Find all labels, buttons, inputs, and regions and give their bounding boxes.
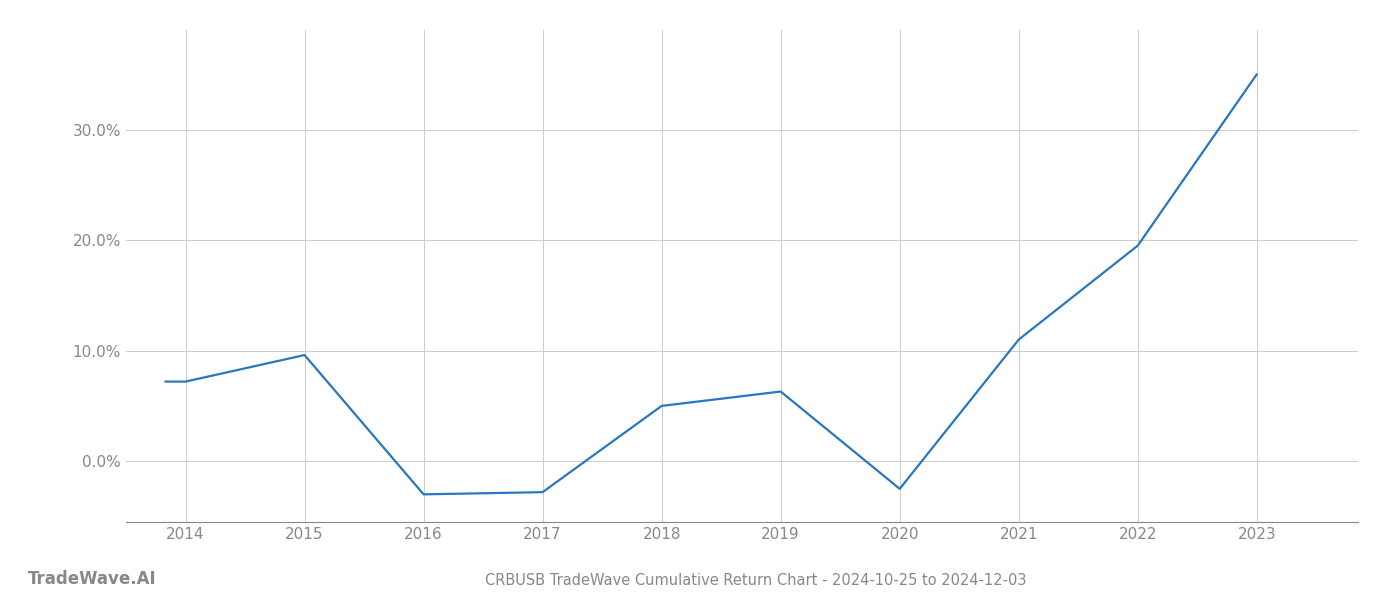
Text: CRBUSB TradeWave Cumulative Return Chart - 2024-10-25 to 2024-12-03: CRBUSB TradeWave Cumulative Return Chart… — [486, 573, 1026, 588]
Text: TradeWave.AI: TradeWave.AI — [28, 570, 157, 588]
